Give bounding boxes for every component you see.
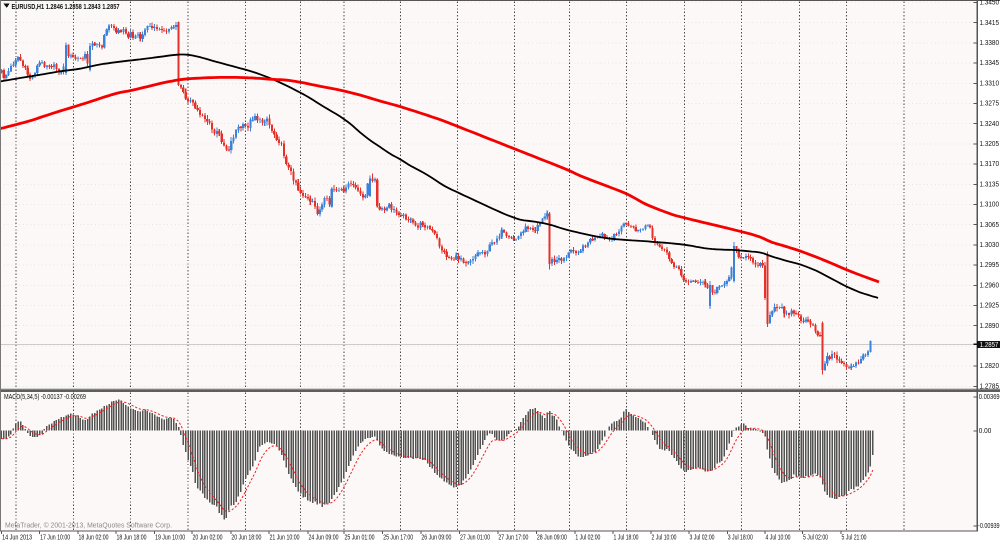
svg-text:MetaTrader, © 2001-2013, MetaQ: MetaTrader, © 2001-2013, MetaQuotes Soft… [5,521,172,530]
svg-text:1 Jul 02:00: 1 Jul 02:00 [575,533,600,542]
svg-text:1.2785: 1.2785 [980,381,1000,390]
svg-text:1.2925: 1.2925 [980,301,1000,310]
svg-text:1.3030: 1.3030 [980,240,1000,249]
svg-text:0.00: 0.00 [979,426,992,435]
svg-text:1.2857: 1.2857 [980,340,999,349]
svg-text:19 Jun 10:00: 19 Jun 10:00 [155,533,185,542]
svg-text:25 Jun 17:00: 25 Jun 17:00 [383,533,413,542]
svg-text:EURUSD,H1 1.2846 1.2858 1.284: EURUSD,H1 1.2846 1.2858 1.2843 1.2857 [12,2,120,11]
svg-text:1.3065: 1.3065 [980,220,1000,229]
svg-text:27 Jun 17:00: 27 Jun 17:00 [498,533,528,542]
svg-text:18 Jun 18:00: 18 Jun 18:00 [117,533,147,542]
svg-text:1.3240: 1.3240 [980,119,1000,128]
svg-text:18 Jun 02:00: 18 Jun 02:00 [79,533,109,542]
svg-text:5 Jul 02:00: 5 Jul 02:00 [803,533,828,542]
svg-text:1.2960: 1.2960 [980,280,1000,289]
svg-text:20 Jun 18:00: 20 Jun 18:00 [231,533,261,542]
svg-text:2 Jul 10:00: 2 Jul 10:00 [652,533,677,542]
svg-text:1.2995: 1.2995 [980,260,1000,269]
svg-text:1.3100: 1.3100 [980,200,1000,209]
svg-text:24 Jun 09:00: 24 Jun 09:00 [309,533,339,542]
svg-text:3 Jul 18:00: 3 Jul 18:00 [728,533,753,542]
svg-text:1.3450: 1.3450 [980,0,1000,7]
svg-text:MACD(5,34,5) -0.00137 -0.00269: MACD(5,34,5) -0.00137 -0.00269 [4,392,86,401]
svg-text:1.3380: 1.3380 [980,38,1000,47]
svg-text:1.3170: 1.3170 [980,159,1000,168]
svg-text:17 Jun 10:00: 17 Jun 10:00 [40,533,70,542]
svg-text:27 Jun 01:00: 27 Jun 01:00 [460,533,490,542]
svg-text:1.3345: 1.3345 [980,58,1000,67]
svg-text:4 Jul 10:00: 4 Jul 10:00 [766,533,791,542]
svg-text:1.2820: 1.2820 [980,361,1000,370]
svg-text:1.3415: 1.3415 [980,18,1000,27]
svg-text:26 Jun 09:00: 26 Jun 09:00 [421,533,451,542]
svg-text:14 Jun 2013: 14 Jun 2013 [2,533,32,542]
svg-text:3 Jul 02:00: 3 Jul 02:00 [690,533,715,542]
svg-text:5 Jul 21:00: 5 Jul 21:00 [842,533,867,542]
svg-text:1.3275: 1.3275 [980,99,1000,108]
svg-text:0.00369: 0.00369 [979,392,1000,401]
svg-text:-0.00939: -0.00939 [978,521,1000,530]
svg-text:1.2890: 1.2890 [980,321,1000,330]
svg-text:1.3205: 1.3205 [980,139,1000,148]
svg-text:1 Jul 18:00: 1 Jul 18:00 [614,533,639,542]
svg-text:1.3135: 1.3135 [980,179,1000,188]
svg-text:28 Jun 09:00: 28 Jun 09:00 [537,533,567,542]
svg-text:25 Jun 01:00: 25 Jun 01:00 [345,533,375,542]
svg-text:21 Jun 10:00: 21 Jun 10:00 [270,533,300,542]
svg-text:20 Jun 02:00: 20 Jun 02:00 [193,533,223,542]
svg-text:1.3310: 1.3310 [980,78,1000,87]
